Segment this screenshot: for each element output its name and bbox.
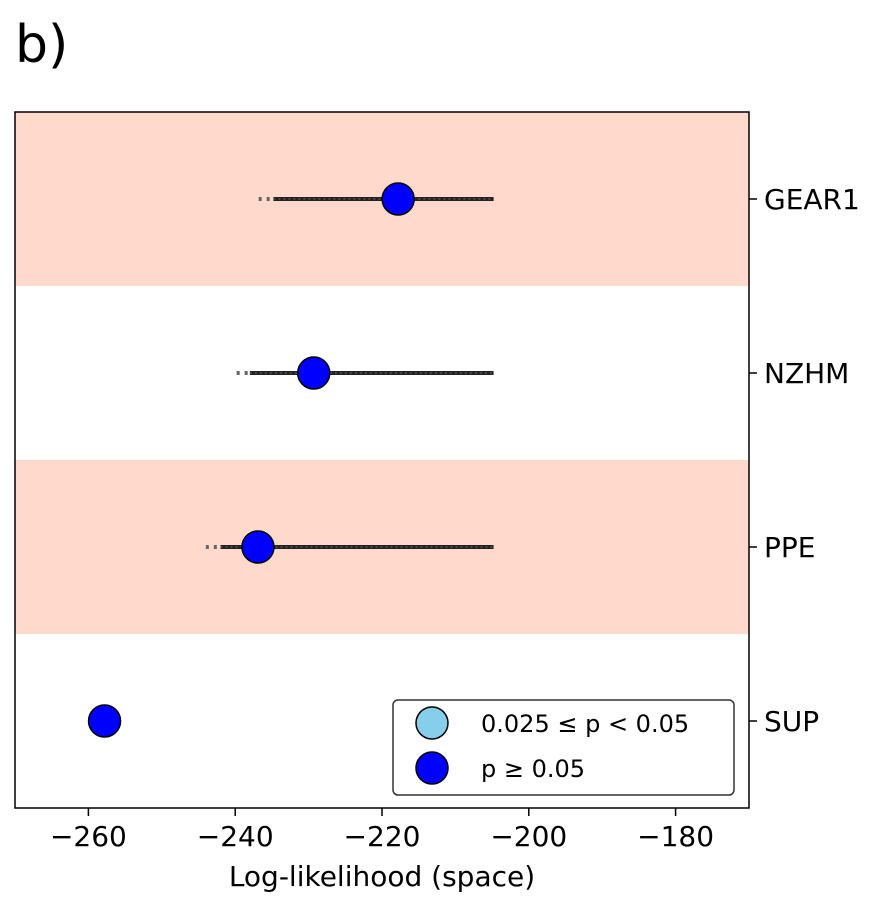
legend-label-0: 0.025 ≤ p < 0.05	[481, 710, 689, 738]
point-gear1	[381, 182, 415, 216]
panel-label: b)	[15, 15, 68, 75]
x-tick-label-0: −260	[50, 820, 127, 853]
legend-marker-0	[415, 706, 449, 740]
x-axis: −260 −240 −220 −200 −180	[50, 808, 714, 853]
legend-box	[392, 699, 735, 796]
y-tick-label-gear1: GEAR1	[764, 183, 860, 216]
y-tick-label-ppe: PPE	[764, 531, 815, 564]
x-tick-label-2: −220	[344, 820, 421, 853]
data-points	[87, 182, 415, 738]
x-tick-label-1: −240	[197, 820, 274, 853]
point-nzhm	[296, 356, 331, 390]
legend-marker-1	[415, 751, 449, 785]
point-ppe	[241, 530, 275, 564]
x-tick-label-3: −200	[490, 820, 567, 853]
y-tick-label-sup: SUP	[764, 705, 819, 738]
legend-label-1: p ≥ 0.05	[481, 755, 585, 783]
legend: 0.025 ≤ p < 0.05 p ≥ 0.05	[392, 699, 735, 796]
interval-lines	[205, 197, 494, 549]
y-axis: GEAR1 NZHM PPE SUP	[749, 183, 860, 738]
x-tick-label-4: −180	[637, 820, 714, 853]
x-axis-label: Log-likelihood (space)	[229, 860, 535, 893]
y-tick-label-nzhm: NZHM	[764, 357, 849, 390]
point-sup	[87, 704, 122, 738]
